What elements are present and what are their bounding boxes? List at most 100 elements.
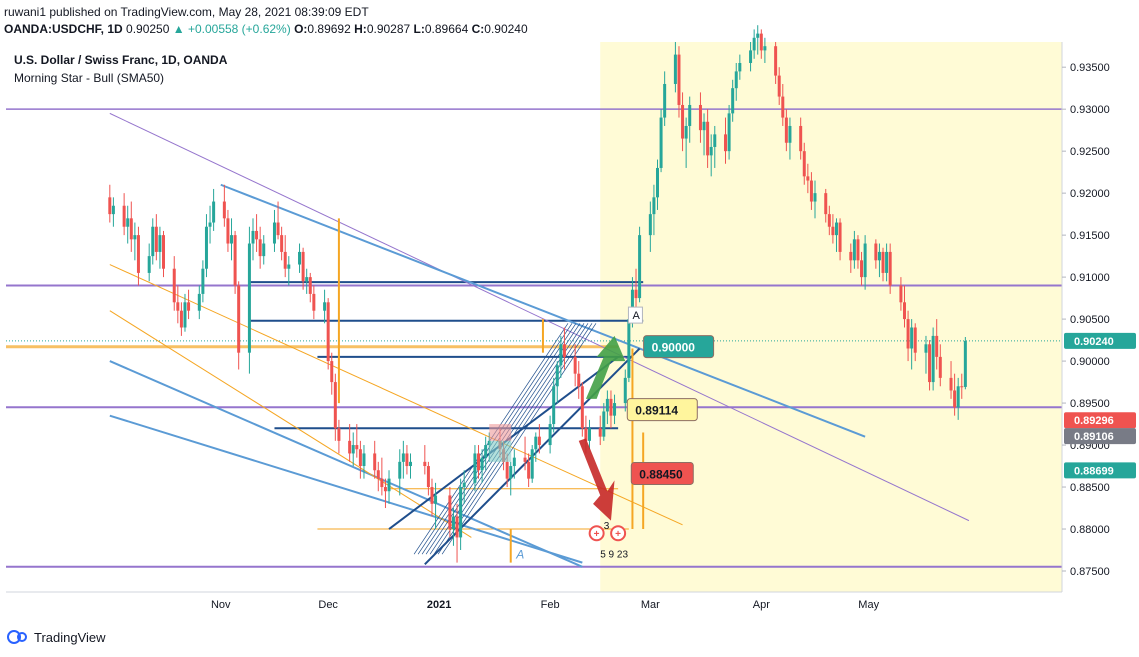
candle-body bbox=[312, 293, 316, 311]
candle-body bbox=[784, 117, 788, 143]
candle-body bbox=[630, 289, 634, 320]
candle-body bbox=[749, 50, 753, 63]
candle-body bbox=[777, 75, 781, 97]
candle-body bbox=[197, 293, 201, 311]
candle bbox=[652, 184, 656, 236]
candle-body bbox=[605, 398, 609, 412]
candle bbox=[910, 319, 914, 370]
candle-body bbox=[860, 260, 864, 278]
indicator-legend[interactable]: Morning Star - Bull (SMA50) bbox=[14, 71, 165, 85]
price-change: ▲ +0.00558 (+0.62%) bbox=[172, 22, 291, 36]
candle-body bbox=[136, 235, 140, 273]
candle-body bbox=[255, 230, 259, 240]
candle bbox=[731, 79, 735, 122]
candle bbox=[684, 117, 688, 168]
candle bbox=[380, 457, 384, 496]
candle bbox=[885, 243, 889, 282]
candle bbox=[702, 113, 706, 156]
candle-body bbox=[455, 516, 459, 538]
candle-body bbox=[677, 54, 681, 105]
candle bbox=[648, 201, 652, 252]
candle-body bbox=[537, 436, 541, 446]
publisher-line: ruwani1 published on TradingView.com, Ma… bbox=[4, 5, 369, 19]
candle-body bbox=[659, 117, 663, 168]
candle bbox=[530, 445, 534, 483]
candle-body bbox=[162, 235, 166, 269]
candle-body bbox=[663, 83, 667, 118]
close-value: 0.90240 bbox=[484, 22, 528, 36]
candle bbox=[924, 335, 928, 374]
candle-body bbox=[222, 201, 226, 219]
candle bbox=[781, 83, 785, 126]
price-axis[interactable]: 0.93500 0.93000 0.92500 0.92000 0.91500 0.910… bbox=[1062, 62, 1110, 578]
candle-body bbox=[183, 302, 187, 328]
candle bbox=[860, 251, 864, 286]
candle-body bbox=[552, 386, 556, 425]
price-tick-label: 0.87500 bbox=[1070, 566, 1110, 578]
candle bbox=[784, 109, 788, 152]
candle-body bbox=[380, 478, 384, 488]
candle-body bbox=[555, 365, 559, 387]
candle-body bbox=[702, 121, 706, 131]
candle bbox=[537, 424, 541, 454]
candle bbox=[759, 29, 763, 59]
candle bbox=[756, 25, 760, 55]
candle-body bbox=[956, 386, 960, 408]
candle-body bbox=[158, 235, 162, 252]
candle-body bbox=[838, 222, 842, 252]
candle bbox=[230, 218, 234, 261]
candle-body bbox=[126, 218, 130, 227]
event-flag-plus-icon: + bbox=[594, 529, 600, 540]
candle-body bbox=[559, 344, 563, 366]
price-tick-label: 0.90500 bbox=[1070, 314, 1110, 326]
candle bbox=[598, 415, 602, 446]
price-tags: 0.90240 0.89296 0.89106 0.88699 bbox=[1064, 332, 1136, 479]
candle-body bbox=[527, 461, 531, 479]
pattern-box bbox=[489, 424, 512, 441]
candle bbox=[752, 29, 756, 59]
candle-body bbox=[409, 461, 413, 467]
red-down-arrow bbox=[578, 438, 615, 521]
time-axis[interactable]: Nov Dec 2021 Feb Mar Apr May bbox=[211, 599, 880, 611]
candle bbox=[147, 243, 151, 282]
price-tick-label: 0.89500 bbox=[1070, 398, 1110, 410]
candle bbox=[938, 344, 942, 387]
blue-trendline bbox=[109, 414, 583, 564]
event-count-label: 3 bbox=[604, 521, 610, 532]
candle-body bbox=[233, 235, 237, 286]
candle bbox=[634, 268, 638, 311]
price-tag: 0.90240 bbox=[1064, 332, 1136, 349]
candle bbox=[459, 478, 463, 551]
callout: 0.88450 bbox=[630, 461, 694, 485]
symbol-label[interactable]: OANDA:USDCHF, 1D bbox=[4, 22, 123, 36]
callout-label: 0.89114 bbox=[635, 404, 678, 418]
candle bbox=[434, 482, 438, 530]
candle-body bbox=[827, 214, 831, 227]
candle-body bbox=[935, 335, 939, 357]
candle-body bbox=[731, 88, 735, 114]
candle bbox=[788, 117, 792, 160]
candle bbox=[813, 180, 817, 219]
candle-body bbox=[623, 377, 627, 404]
candle bbox=[358, 440, 362, 479]
event-markers: + +3 5 9 23 bbox=[588, 521, 628, 561]
candle bbox=[154, 214, 158, 261]
price-tag: 0.89106 bbox=[1064, 428, 1136, 445]
candle bbox=[559, 335, 563, 378]
candle bbox=[111, 197, 115, 227]
brand-name[interactable]: TradingView bbox=[34, 629, 106, 645]
candle-body bbox=[684, 125, 688, 139]
candle-body bbox=[473, 453, 477, 483]
candle-body bbox=[852, 239, 856, 261]
candle bbox=[509, 461, 513, 496]
candle bbox=[956, 377, 960, 420]
time-tick-label: Nov bbox=[211, 599, 231, 611]
candle-body bbox=[333, 382, 337, 429]
drawings: 0.90000 0.89114 0.88450 A + +3 5 9 23 A bbox=[489, 306, 715, 561]
orange-channel-line bbox=[109, 264, 683, 526]
open-value: 0.89692 bbox=[307, 22, 351, 36]
candle-body bbox=[111, 205, 115, 215]
symbol-ohlc-line: OANDA:USDCHF, 1D 0.90250 ▲ +0.00558 (+0.… bbox=[4, 22, 528, 36]
candle-body bbox=[147, 256, 151, 273]
